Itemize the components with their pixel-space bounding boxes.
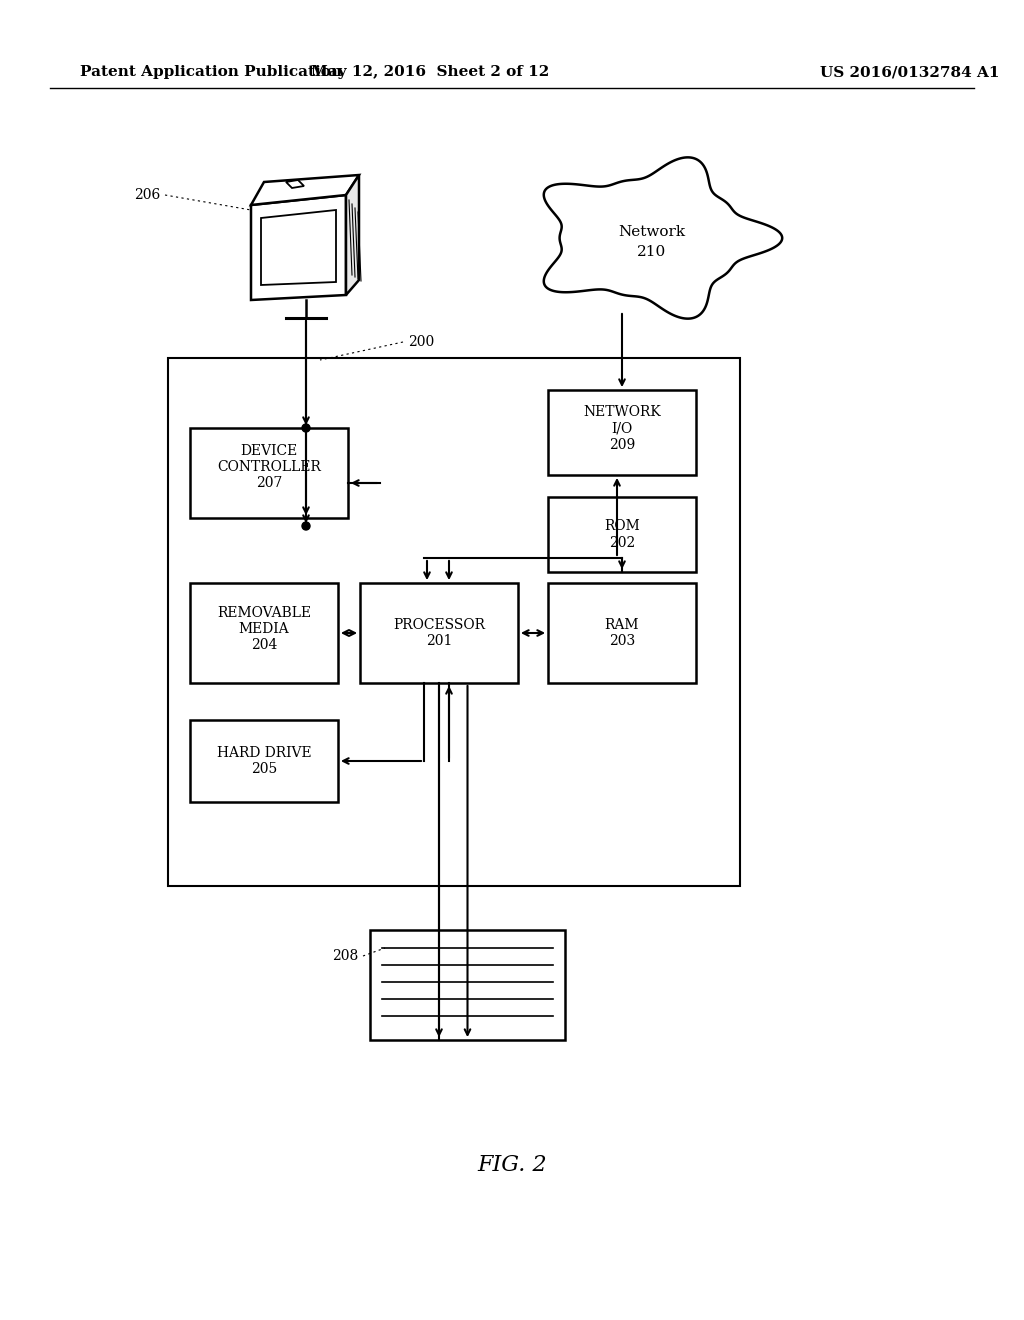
Text: RAM
203: RAM 203 [605, 618, 639, 648]
Bar [190, 583, 338, 682]
Text: 210: 210 [637, 246, 667, 259]
Bar [168, 358, 740, 886]
Bar [190, 719, 338, 803]
Text: DEVICE
CONTROLLER
207: DEVICE CONTROLLER 207 [217, 444, 321, 490]
Polygon shape [346, 176, 359, 294]
Bar [190, 428, 348, 517]
Bar [360, 583, 518, 682]
Bar [548, 498, 696, 572]
Text: 208: 208 [332, 949, 358, 964]
Text: 200: 200 [408, 335, 434, 348]
Text: 206: 206 [134, 187, 160, 202]
Text: PROCESSOR
201: PROCESSOR 201 [393, 618, 485, 648]
Text: HARD DRIVE
205: HARD DRIVE 205 [217, 746, 311, 776]
Bar [370, 931, 565, 1040]
Text: Network: Network [618, 224, 685, 239]
Text: ROM
202: ROM 202 [604, 519, 640, 549]
Text: Patent Application Publication: Patent Application Publication [80, 65, 342, 79]
Polygon shape [261, 210, 336, 285]
Polygon shape [544, 157, 782, 318]
Text: NETWORK
I/O
209: NETWORK I/O 209 [583, 405, 660, 451]
Bar [548, 389, 696, 475]
Text: REMOVABLE
MEDIA
204: REMOVABLE MEDIA 204 [217, 606, 311, 652]
Circle shape [302, 424, 310, 432]
Text: US 2016/0132784 A1: US 2016/0132784 A1 [820, 65, 999, 79]
Circle shape [302, 521, 310, 531]
Polygon shape [251, 195, 346, 300]
Text: May 12, 2016  Sheet 2 of 12: May 12, 2016 Sheet 2 of 12 [311, 65, 549, 79]
Polygon shape [286, 180, 304, 187]
Polygon shape [251, 176, 359, 205]
Text: FIG. 2: FIG. 2 [477, 1154, 547, 1176]
Bar [548, 583, 696, 682]
